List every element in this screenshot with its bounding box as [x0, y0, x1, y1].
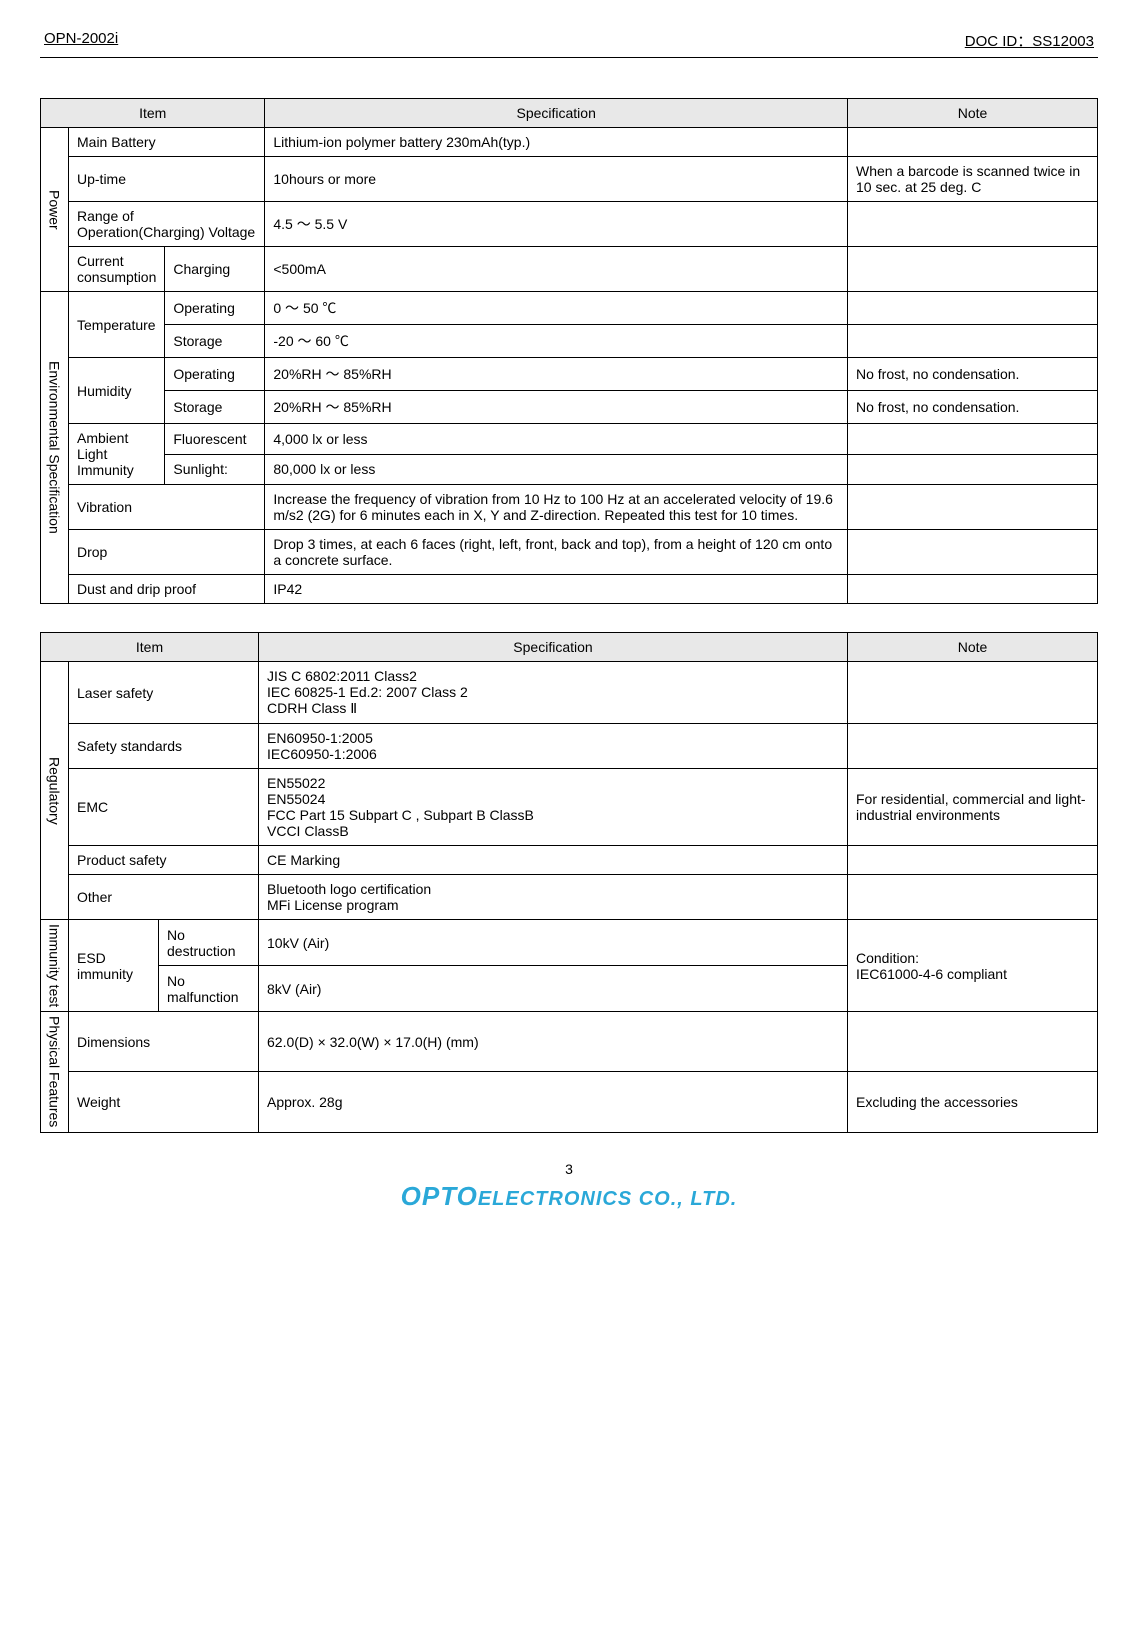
header-divider	[40, 57, 1098, 58]
note-cell	[848, 724, 1098, 769]
col-header-item: Item	[41, 633, 259, 662]
note-cell: For residential, commercial and light-in…	[848, 769, 1098, 846]
spec-cell: 62.0(D) × 32.0(W) × 17.0(H) (mm)	[259, 1012, 848, 1072]
subitem-cell: Operating	[165, 292, 265, 325]
note-cell: When a barcode is scanned twice in 10 se…	[848, 157, 1098, 202]
spec-cell: Bluetooth logo certification MFi License…	[259, 875, 848, 920]
col-header-item: Item	[41, 99, 265, 128]
spec-cell: <500mA	[265, 247, 848, 292]
spec-cell: 20%RH ～ 85%RH	[265, 358, 848, 391]
subitem-cell: Storage	[165, 325, 265, 358]
spec-cell: 80,000 lx or less	[265, 454, 848, 485]
spec-cell: EN60950-1:2005 IEC60950-1:2006	[259, 724, 848, 769]
item-cell: Range of Operation(Charging) Voltage	[69, 202, 265, 247]
subitem-cell: Storage	[165, 391, 265, 424]
spec-cell: 0 ～ 50 ℃	[265, 292, 848, 325]
group-label: Environmental Specification	[41, 292, 69, 604]
spec-cell: Approx. 28g	[259, 1072, 848, 1132]
note-cell: No frost, no condensation.	[848, 391, 1098, 424]
note-cell	[848, 485, 1098, 530]
page-header: OPN-2002i DOC ID：SS12003	[40, 30, 1098, 51]
item-cell: Dust and drip proof	[69, 575, 265, 604]
header-left: OPN-2002i	[44, 30, 118, 51]
item-cell: Up-time	[69, 157, 265, 202]
group-label: Physical Features	[41, 1012, 69, 1132]
note-cell	[848, 325, 1098, 358]
spec-cell: 8kV (Air)	[259, 966, 848, 1012]
note-cell	[848, 662, 1098, 724]
spec-cell: 10hours or more	[265, 157, 848, 202]
spec-table-2: ItemSpecificationNote RegulatoryLaser saf…	[40, 632, 1098, 1133]
spec-cell: EN55022 EN55024 FCC Part 15 Subpart C , …	[259, 769, 848, 846]
header-right: DOC ID：SS12003	[965, 30, 1094, 51]
col-header-note: Note	[848, 633, 1098, 662]
group-label: Immunity test	[41, 920, 69, 1012]
note-cell: Excluding the accessories	[848, 1072, 1098, 1132]
item-cell: Product safety	[69, 846, 259, 875]
note-cell	[848, 292, 1098, 325]
item-cell: ESD immunity	[69, 920, 159, 1012]
note-cell	[848, 424, 1098, 455]
col-header-note: Note	[848, 99, 1098, 128]
subitem-cell: Charging	[165, 247, 265, 292]
col-header-spec: Specification	[265, 99, 848, 128]
note-cell	[848, 530, 1098, 575]
logo-opto: OPTO	[401, 1181, 478, 1211]
note-cell	[848, 202, 1098, 247]
spec-cell: 4.5 ～ 5.5 V	[265, 202, 848, 247]
group-label: Regulatory	[41, 662, 69, 920]
item-cell: Main Battery	[69, 128, 265, 157]
logo-rest: ELECTRONICS CO., LTD.	[478, 1188, 738, 1210]
spec-cell: -20 ～ 60 ℃	[265, 325, 848, 358]
item-cell: EMC	[69, 769, 259, 846]
item-cell: Weight	[69, 1072, 259, 1132]
note-cell	[848, 247, 1098, 292]
subitem-cell: No destruction	[159, 920, 259, 966]
note-cell: Condition: IEC61000-4-6 compliant	[848, 920, 1098, 1012]
note-cell: No frost, no condensation.	[848, 358, 1098, 391]
note-cell	[848, 128, 1098, 157]
subitem-cell: Operating	[165, 358, 265, 391]
item-cell: Laser safety	[69, 662, 259, 724]
spec-cell: CE Marking	[259, 846, 848, 875]
note-cell	[848, 454, 1098, 485]
item-cell: Ambient Light Immunity	[69, 424, 165, 485]
spec-cell: JIS C 6802:2011 Class2 IEC 60825-1 Ed.2:…	[259, 662, 848, 724]
spec-cell: Increase the frequency of vibration from…	[265, 485, 848, 530]
spec-cell: Lithium-ion polymer battery 230mAh(typ.)	[265, 128, 848, 157]
spec-cell: 4,000 lx or less	[265, 424, 848, 455]
item-cell: Humidity	[69, 358, 165, 424]
spec-cell: IP42	[265, 575, 848, 604]
note-cell	[848, 875, 1098, 920]
item-cell: Temperature	[69, 292, 165, 358]
item-cell: Other	[69, 875, 259, 920]
spec-table-1: ItemSpecificationNote PowerMain BatteryLi…	[40, 98, 1098, 604]
page-number: 3	[40, 1161, 1098, 1177]
subitem-cell: Sunlight:	[165, 454, 265, 485]
note-cell	[848, 575, 1098, 604]
item-cell: Dimensions	[69, 1012, 259, 1072]
item-cell: Current consumption	[69, 247, 165, 292]
spec-cell: 10kV (Air)	[259, 920, 848, 966]
spec-cell: Drop 3 times, at each 6 faces (right, le…	[265, 530, 848, 575]
subitem-cell: No malfunction	[159, 966, 259, 1012]
item-cell: Vibration	[69, 485, 265, 530]
item-cell: Drop	[69, 530, 265, 575]
spec-cell: 20%RH ～ 85%RH	[265, 391, 848, 424]
note-cell	[848, 846, 1098, 875]
footer-logo: OPTOELECTRONICS CO., LTD.	[40, 1181, 1098, 1212]
group-label: Power	[41, 128, 69, 292]
subitem-cell: Fluorescent	[165, 424, 265, 455]
col-header-spec: Specification	[259, 633, 848, 662]
note-cell	[848, 1012, 1098, 1072]
item-cell: Safety standards	[69, 724, 259, 769]
